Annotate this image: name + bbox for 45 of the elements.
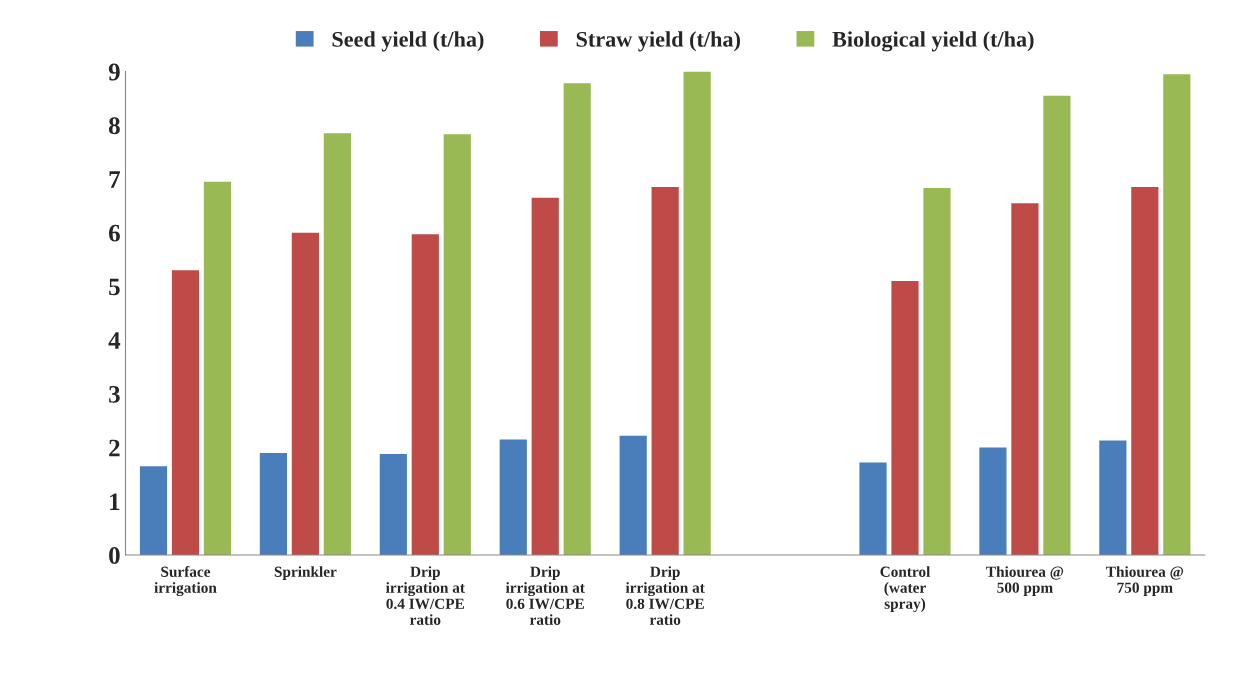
x-tick-label: Thiourea @ 750 ppm — [1106, 566, 1184, 596]
y-tick-label: 7 — [109, 171, 121, 188]
y-tick-label: 1 — [110, 493, 120, 510]
x-tick-label: Thiourea @ 500 ppm — [986, 566, 1064, 596]
bar — [203, 181, 232, 556]
bar — [979, 447, 1007, 556]
legend-label: Biological yield (t/ha) — [832, 31, 1034, 52]
x-tick-label: Drip irrigation at 0.6 IW/CPE ratio — [505, 566, 585, 625]
bar — [531, 197, 559, 556]
x-tick-label: Drip irrigation at 0.4 IW/CPE ratio — [385, 566, 465, 625]
bar — [923, 188, 951, 556]
y-tick-label: 3 — [109, 385, 120, 403]
bar — [1011, 203, 1039, 556]
bar — [323, 133, 351, 556]
x-tick-label: Control (water spray) — [880, 566, 931, 612]
bar — [859, 462, 887, 556]
bar — [1043, 95, 1071, 556]
bar — [563, 83, 591, 556]
x-tick-label: Sprinkler — [274, 566, 337, 580]
bar — [443, 134, 471, 556]
bar — [891, 281, 919, 556]
bar — [651, 187, 679, 556]
x-tick-label: Drip irrigation at 0.8 IW/CPE ratio — [625, 566, 705, 625]
y-tick-label: 0 — [109, 547, 120, 564]
bar — [411, 234, 439, 556]
bar — [619, 435, 647, 556]
y-tick-label: 6 — [108, 224, 120, 242]
y-tick-label: 4 — [108, 332, 121, 349]
y-tick-label: 5 — [109, 278, 120, 296]
bar — [259, 452, 287, 556]
y-tick-label: 8 — [108, 117, 120, 135]
bar — [139, 466, 168, 556]
bar — [1131, 187, 1159, 556]
bar — [1099, 440, 1127, 556]
bar — [171, 270, 200, 556]
bar — [379, 454, 407, 556]
x-tick-label: Surface irrigation — [154, 565, 217, 597]
y-tick-label: 2 — [109, 439, 120, 457]
bar — [1163, 74, 1191, 556]
legend-label: Seed yield (t/ha) — [332, 31, 484, 52]
bar — [291, 232, 319, 556]
bar — [683, 71, 711, 556]
bar — [499, 439, 527, 556]
y-tick-label: 9 — [108, 63, 120, 81]
legend-label: Straw yield (t/ha) — [576, 31, 740, 52]
